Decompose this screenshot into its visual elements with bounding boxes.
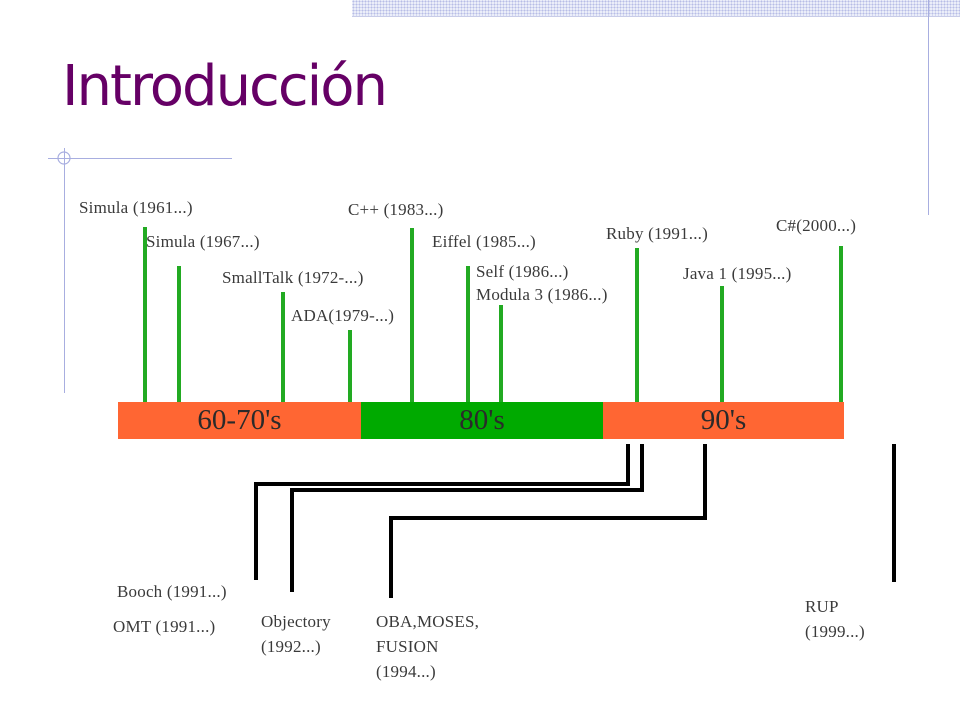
- csharp-label: C#(2000...): [776, 216, 857, 235]
- segment-label-80s: 80's: [459, 404, 505, 436]
- modula-3-label: Modula 3 (1986...): [476, 285, 608, 304]
- cpp-label: C++ (1983...): [348, 200, 444, 219]
- oba-moses-fusion-label: OBA,MOSES, FUSION (1994...): [376, 612, 480, 681]
- segment-label-60-70s: 60-70's: [197, 404, 282, 436]
- segment-label-90s: 90's: [700, 404, 747, 436]
- java-label: Java 1 (1995...): [683, 264, 792, 283]
- simula-1967-label: Simula (1967...): [146, 232, 260, 251]
- simula-1961-label: Simula (1961...): [79, 198, 193, 217]
- segment-90s: [603, 402, 844, 439]
- booch-connector: [254, 444, 630, 580]
- eiffel-label: Eiffel (1985...): [432, 232, 536, 251]
- page-title: Introducción: [62, 54, 388, 119]
- ada-label: ADA(1979-...): [291, 306, 395, 325]
- self-label: Self (1986...): [476, 262, 569, 281]
- decor-horizontal-line: [48, 158, 232, 159]
- rup-label: RUP (1999...): [805, 597, 865, 641]
- smalltalk-label: SmallTalk (1972-...): [222, 268, 364, 287]
- oba-connector: [389, 444, 707, 598]
- decor-vertical-line: [64, 148, 65, 393]
- objectory-label: Objectory (1992...): [261, 612, 331, 656]
- objectory-connector: [290, 444, 644, 592]
- omt-label: OMT (1991...): [113, 617, 216, 636]
- segment-60-70s: [118, 402, 361, 439]
- crosshair-icon: [57, 151, 71, 165]
- header-pattern: [352, 0, 960, 17]
- ruby-label: Ruby (1991...): [606, 224, 708, 243]
- booch-label: Booch (1991...): [117, 582, 227, 601]
- segment-80s: [361, 402, 603, 439]
- decor-vertical-line: [928, 0, 929, 215]
